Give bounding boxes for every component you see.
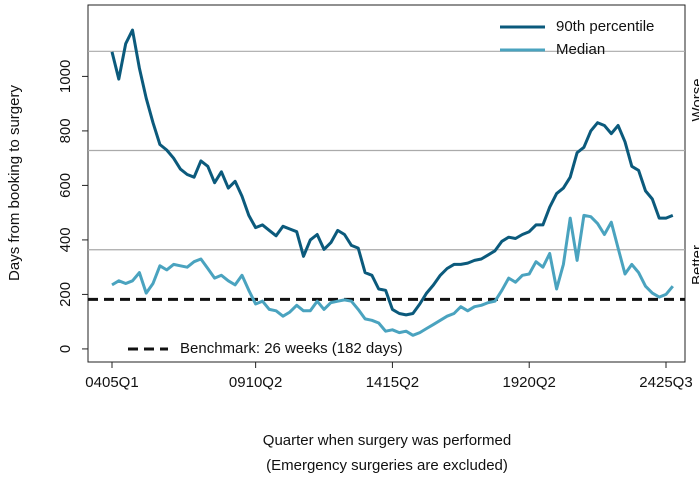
annotation: Worse [689,78,699,121]
plot-frame [87,4,686,363]
y-tick-label: 400 [57,227,74,252]
legend-label: 90th percentile [556,18,654,35]
x-tick-label: 2425Q3 [639,374,692,391]
series-line [111,213,674,337]
y-tick-label: 600 [57,173,74,198]
y-axis-label: Days from booking to surgery [6,85,23,281]
x-tick-label: 1415Q2 [366,374,419,391]
series-line [110,28,674,317]
y-tick-label: 200 [57,282,74,307]
y-tick-label: 800 [57,118,74,143]
annotation: Better [689,245,699,285]
x-tick-label: 0405Q1 [85,374,138,391]
x-axis-label: (Emergency surgeries are excluded) [266,457,508,474]
legend-label: Median [556,41,605,58]
x-axis-label: Quarter when surgery was performed [263,432,511,449]
y-tick-label: 0 [57,345,74,353]
x-tick-label: 0910Q2 [229,374,282,391]
legend-label: Benchmark: 26 weeks (182 days) [180,340,403,357]
y-tick-label: 1000 [57,60,74,93]
x-tick-label: 1920Q2 [503,374,556,391]
